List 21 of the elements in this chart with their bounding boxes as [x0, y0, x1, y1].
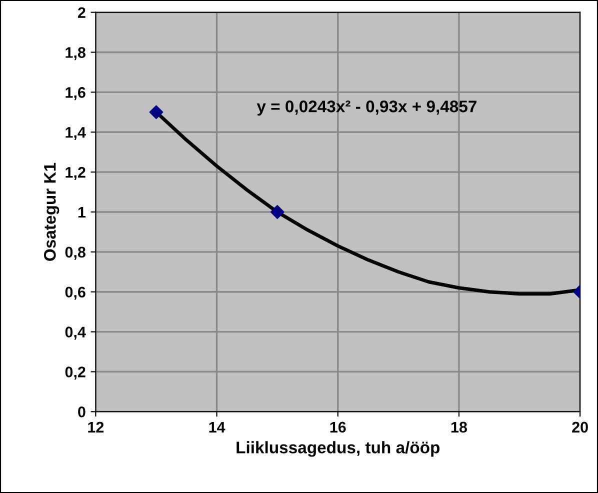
- y-tick-label: 0,4: [65, 326, 86, 340]
- y-tick-label: 1: [78, 207, 86, 218]
- annotation: y = 0,0243x² - 0,93x + 9,4857: [256, 100, 476, 116]
- x-axis-title: Liiklussagedus, tuh a/ööp: [236, 441, 440, 457]
- y-tick-label: 0: [78, 406, 86, 418]
- y-tick-label: 1,6: [66, 87, 86, 100]
- x-tick-label: 20: [572, 422, 588, 433]
- y-tick-label: 0,8: [65, 246, 86, 260]
- y-axis-title: Osategur K1: [44, 162, 60, 261]
- y-tick-label: 1,4: [66, 127, 86, 140]
- x-tick-label: 16: [330, 422, 346, 433]
- y-tick-label: 0,2: [65, 366, 86, 380]
- y-tick-label: 1,8: [66, 47, 86, 60]
- x-tick-label: 18: [451, 422, 467, 433]
- y-tick-label: 0,6: [65, 286, 86, 300]
- x-tick-label: 12: [88, 422, 104, 432]
- y-tick-label: 2: [78, 7, 86, 18]
- x-tick-label: 14: [209, 422, 226, 432]
- point: [270, 205, 284, 219]
- point: [149, 105, 164, 120]
- y-tick-label: 1,2: [66, 166, 86, 180]
